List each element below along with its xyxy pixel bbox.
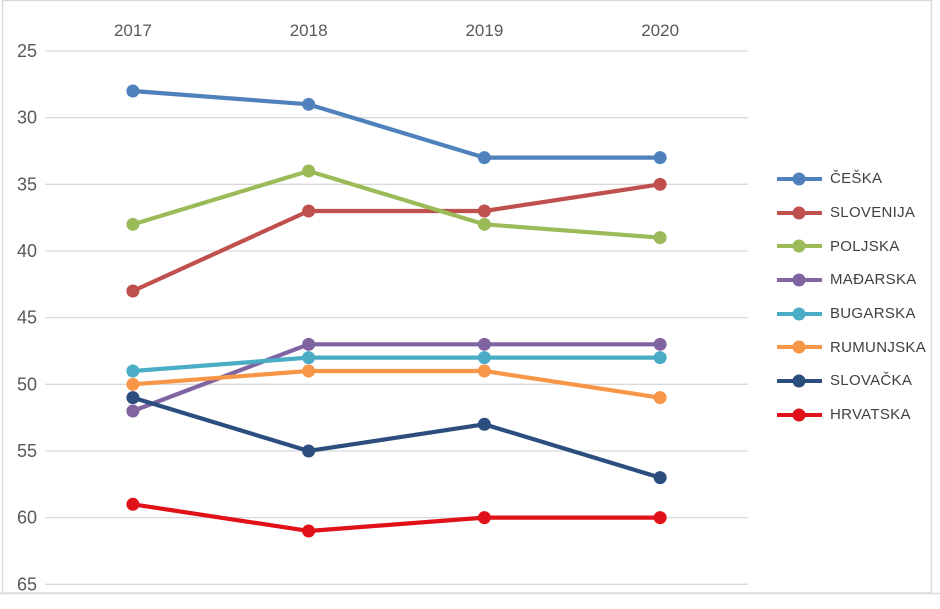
data-point-bugarska-2018: [302, 351, 316, 365]
data-point-poljska-2018: [302, 164, 316, 178]
legend-item-ceska: ČEŠKA: [776, 162, 936, 196]
legend-marker-ceska: [777, 172, 822, 186]
legend-item-bugarska: BUGARSKA: [776, 297, 936, 331]
data-point-madarska-2019: [477, 337, 491, 351]
data-point-poljska-2019: [477, 217, 491, 231]
legend-item-hrvatska: HRVATSKA: [776, 398, 936, 432]
legend-marker-rumunjska: [777, 340, 822, 354]
data-point-slovenija-2018: [302, 204, 316, 218]
series-line-rumunjska: [130, 368, 663, 400]
series-line-slovacka: [130, 395, 663, 480]
legend-label: MAĐARSKA: [830, 271, 917, 289]
data-point-ceska-2020: [653, 151, 667, 165]
y-axis-tick-label: 55: [17, 441, 37, 461]
legend-label: POLJSKA: [830, 237, 900, 255]
series-line-hrvatska: [130, 502, 663, 534]
x-axis-category-label: 2019: [465, 21, 503, 40]
legend-item-madarska: MAĐARSKA: [776, 263, 936, 297]
data-point-slovenija-2019: [477, 204, 491, 218]
data-point-madarska-2018: [302, 337, 316, 351]
y-axis-tick-label: 50: [17, 374, 37, 394]
legend-label: BUGARSKA: [830, 305, 916, 323]
legend-marker-madarska: [777, 273, 822, 287]
series-line-bugarska: [130, 355, 663, 374]
legend-item-rumunjska: RUMUNJSKA: [776, 330, 936, 364]
data-point-slovacka-2020: [653, 471, 667, 485]
data-point-madarska-2017: [126, 404, 140, 418]
legend-label: SLOVENIJA: [830, 204, 916, 222]
legend-item-slovacka: SLOVAČKA: [776, 364, 936, 398]
y-axis-tick-label: 40: [17, 241, 37, 261]
legend-label: RUMUNJSKA: [830, 338, 927, 356]
y-axis-tick-label: 60: [17, 508, 37, 528]
x-axis-category-label: 2020: [641, 21, 679, 40]
y-axis-tick-label: 25: [17, 41, 37, 61]
legend-label: HRVATSKA: [830, 406, 911, 424]
data-point-madarska-2020: [653, 337, 667, 351]
data-point-poljska-2017: [126, 217, 140, 231]
series-line-ceska: [130, 88, 663, 160]
data-point-rumunjska-2018: [302, 364, 316, 378]
data-point-bugarska-2019: [477, 351, 491, 365]
legend-marker-slovacka: [777, 374, 822, 388]
legend-marker-poljska: [777, 239, 822, 253]
legend-marker-slovenija: [777, 206, 822, 220]
data-point-slovenija-2020: [653, 177, 667, 191]
y-axis-tick-label: 30: [17, 108, 37, 128]
x-axis-category-label: 2018: [290, 21, 328, 40]
data-point-hrvatska-2017: [126, 497, 140, 511]
legend-marker-bugarska: [777, 307, 822, 321]
data-point-slovacka-2017: [126, 391, 140, 405]
x-axis-category-label: 2017: [114, 21, 152, 40]
data-point-hrvatska-2018: [302, 524, 316, 538]
series-line-slovenija: [130, 182, 663, 294]
data-point-hrvatska-2020: [653, 511, 667, 525]
data-point-ceska-2018: [302, 97, 316, 111]
data-point-rumunjska-2017: [126, 377, 140, 391]
chart-legend: ČEŠKA SLOVENIJA POLJSKA MAĐARSKA BUGARSKA RUM…: [776, 162, 936, 432]
data-point-hrvatska-2019: [477, 511, 491, 525]
legend-item-poljska: POLJSKA: [776, 229, 936, 263]
y-axis-tick-label: 65: [17, 574, 37, 594]
data-point-slovacka-2018: [302, 444, 316, 458]
data-point-poljska-2020: [653, 231, 667, 245]
data-point-rumunjska-2019: [477, 364, 491, 378]
data-point-ceska-2019: [477, 151, 491, 165]
data-point-bugarska-2020: [653, 351, 667, 365]
data-point-rumunjska-2020: [653, 391, 667, 405]
legend-label: ČEŠKA: [830, 170, 883, 188]
data-point-slovenija-2017: [126, 284, 140, 298]
data-point-ceska-2017: [126, 84, 140, 98]
legend-label: SLOVAČKA: [830, 372, 913, 390]
data-point-slovacka-2019: [477, 417, 491, 431]
legend-item-slovenija: SLOVENIJA: [776, 196, 936, 230]
legend-marker-hrvatska: [777, 408, 822, 422]
data-point-bugarska-2017: [126, 364, 140, 378]
series-line-poljska: [130, 168, 663, 240]
y-axis-tick-label: 35: [17, 174, 37, 194]
y-axis-tick-label: 45: [17, 308, 37, 328]
